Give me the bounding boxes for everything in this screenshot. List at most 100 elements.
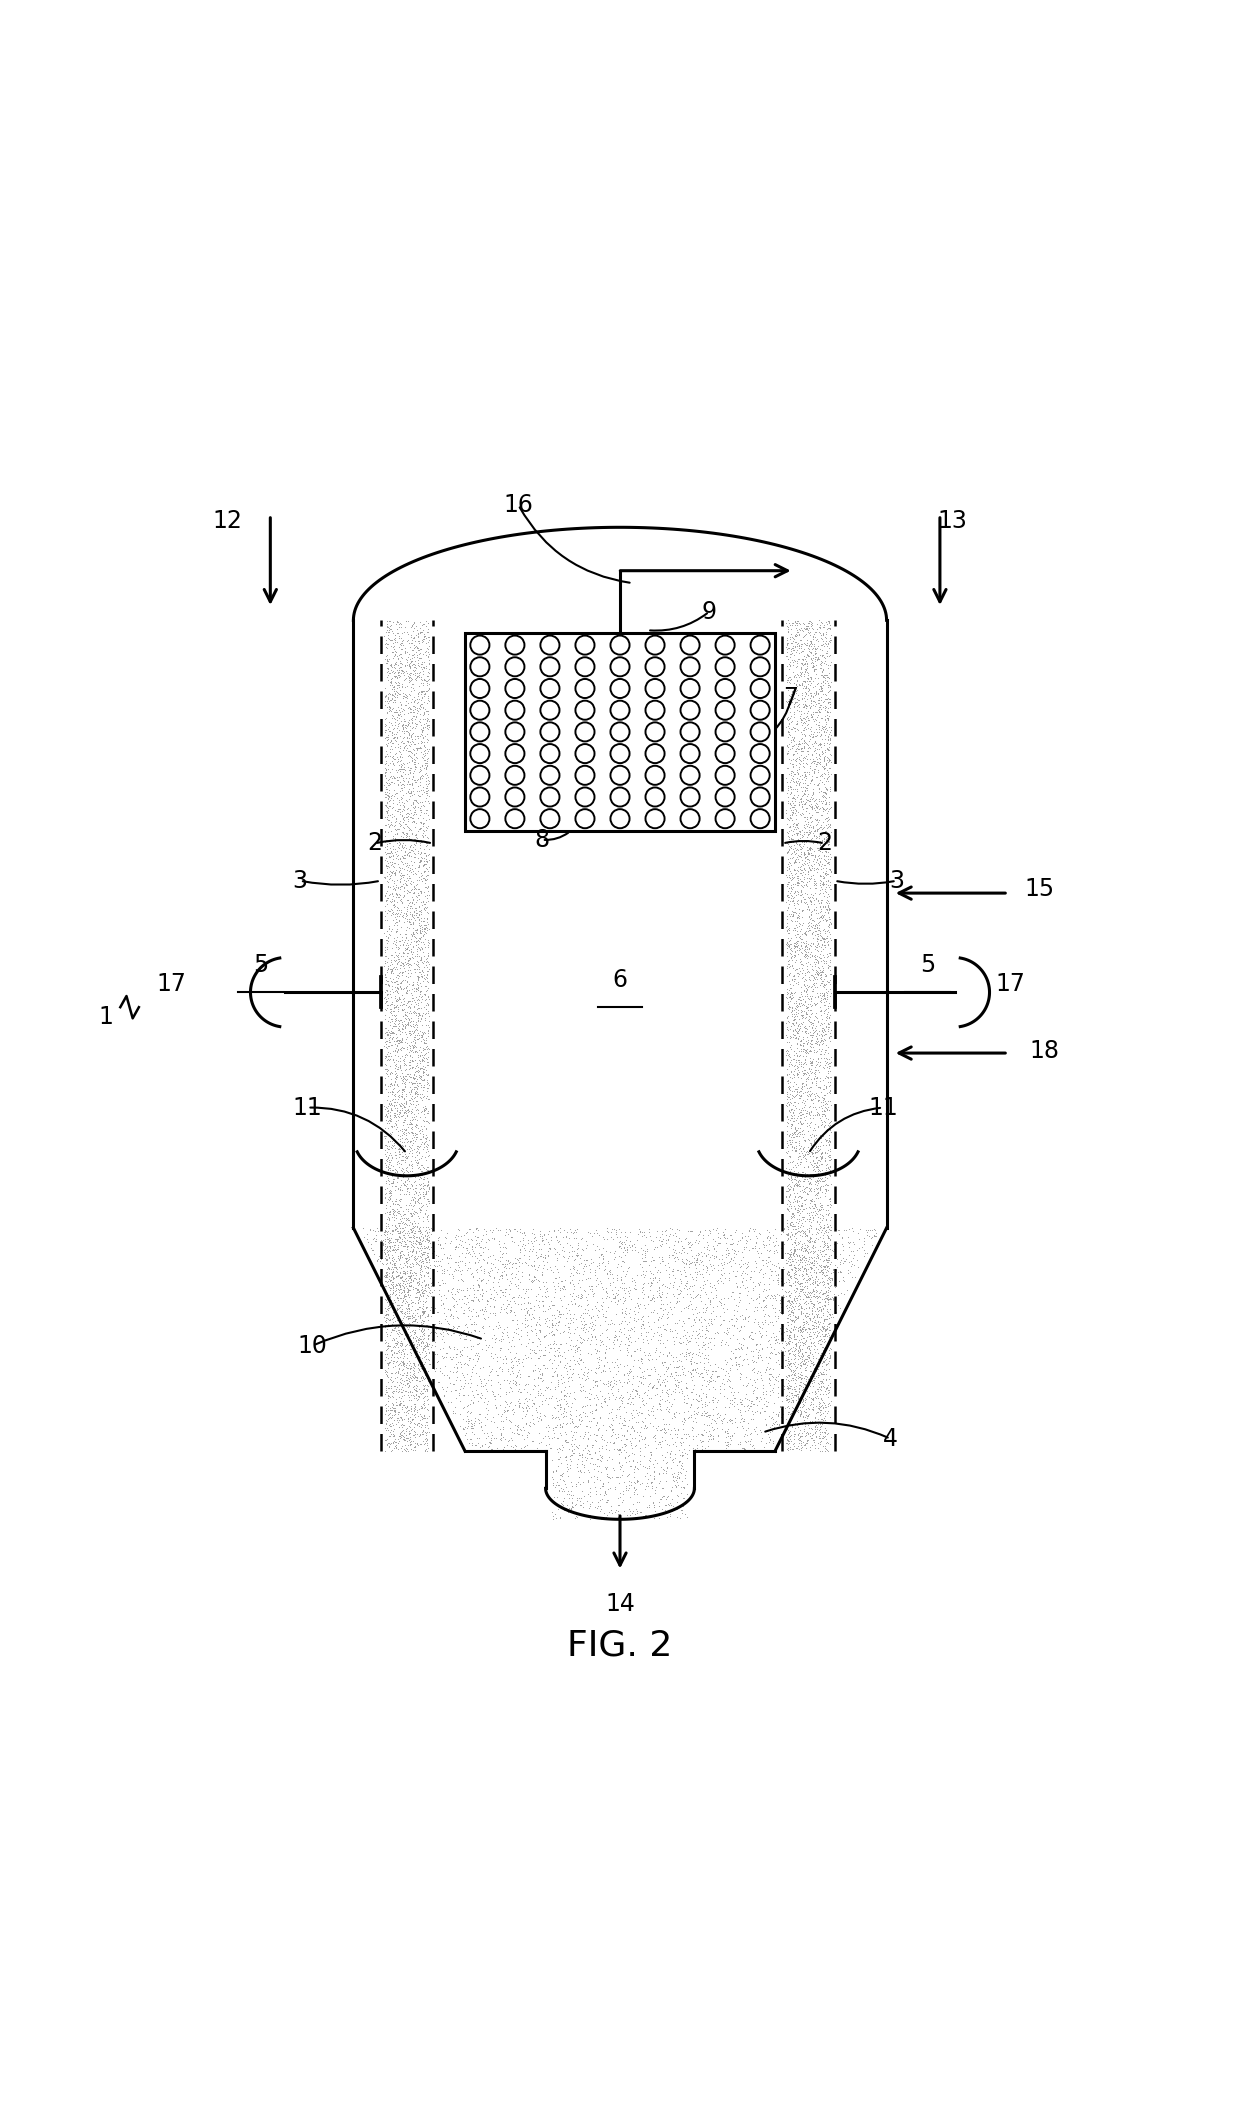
Point — [563, 1266, 583, 1300]
Point — [663, 1290, 683, 1324]
Point — [699, 1398, 719, 1432]
Point — [784, 1232, 804, 1266]
Point — [785, 1425, 805, 1459]
Point — [398, 969, 418, 1003]
Point — [820, 717, 839, 751]
Point — [810, 1345, 830, 1379]
Point — [441, 1296, 461, 1330]
Point — [739, 1262, 759, 1296]
Point — [812, 969, 832, 1003]
Point — [456, 1404, 476, 1438]
Point — [490, 1245, 510, 1279]
Point — [781, 1277, 801, 1311]
Point — [460, 1410, 480, 1444]
Point — [415, 1031, 435, 1065]
Point — [403, 1181, 423, 1215]
Point — [562, 1287, 582, 1321]
Point — [805, 957, 825, 991]
Point — [383, 1391, 403, 1425]
Point — [413, 1177, 433, 1211]
Point — [805, 643, 825, 677]
Point — [578, 1287, 598, 1321]
Point — [817, 821, 837, 855]
Point — [810, 825, 830, 859]
Point — [691, 1273, 711, 1307]
Point — [790, 1099, 810, 1133]
Point — [434, 1254, 454, 1287]
Point — [806, 944, 826, 978]
Text: 12: 12 — [212, 509, 242, 532]
Point — [392, 770, 412, 804]
Point — [528, 1287, 548, 1321]
Point — [384, 1156, 404, 1190]
Point — [455, 1321, 475, 1355]
Point — [662, 1387, 682, 1421]
Point — [651, 1245, 671, 1279]
Point — [826, 1258, 846, 1292]
Point — [703, 1383, 723, 1417]
Point — [410, 1345, 430, 1379]
Point — [379, 1290, 399, 1324]
Point — [389, 1203, 409, 1237]
Point — [417, 1374, 436, 1408]
Point — [815, 1033, 835, 1067]
Point — [754, 1273, 774, 1307]
Point — [391, 759, 410, 793]
Point — [398, 997, 418, 1031]
Point — [818, 1194, 838, 1228]
Point — [805, 1362, 825, 1396]
Point — [810, 1084, 830, 1118]
Point — [403, 774, 423, 808]
Point — [401, 1277, 420, 1311]
Point — [734, 1232, 754, 1266]
Point — [818, 1060, 838, 1094]
Point — [522, 1264, 542, 1298]
Point — [418, 1181, 438, 1215]
Point — [785, 645, 805, 679]
Point — [387, 1232, 407, 1266]
Point — [599, 1396, 619, 1430]
Point — [413, 1275, 433, 1309]
Point — [413, 1018, 433, 1052]
Point — [579, 1491, 599, 1525]
Point — [808, 910, 828, 944]
Point — [787, 1319, 807, 1353]
Point — [533, 1338, 553, 1372]
Point — [797, 755, 817, 789]
Point — [409, 1220, 429, 1254]
Point — [381, 723, 401, 757]
Point — [787, 607, 807, 641]
Point — [817, 1417, 837, 1451]
Point — [435, 1266, 455, 1300]
Point — [382, 855, 402, 889]
Point — [386, 1425, 405, 1459]
Point — [522, 1340, 542, 1374]
Point — [761, 1330, 781, 1364]
Point — [773, 1215, 792, 1249]
Point — [740, 1254, 760, 1287]
Point — [574, 1249, 594, 1283]
Point — [570, 1419, 590, 1453]
Point — [399, 853, 419, 887]
Point — [495, 1430, 515, 1463]
Point — [403, 1258, 423, 1292]
Point — [492, 1256, 512, 1290]
Point — [404, 628, 424, 662]
Point — [812, 655, 832, 689]
Point — [404, 995, 424, 1029]
Point — [624, 1400, 644, 1434]
Point — [802, 1065, 822, 1099]
Point — [418, 1035, 438, 1069]
Point — [520, 1292, 539, 1326]
Point — [481, 1362, 501, 1396]
Point — [414, 1260, 434, 1294]
Point — [781, 1160, 801, 1194]
Point — [820, 1260, 839, 1294]
Point — [418, 1256, 438, 1290]
Point — [781, 1268, 801, 1302]
Point — [391, 1099, 410, 1133]
Point — [792, 634, 812, 668]
Point — [417, 704, 436, 738]
Point — [796, 725, 816, 759]
Point — [398, 1200, 418, 1234]
